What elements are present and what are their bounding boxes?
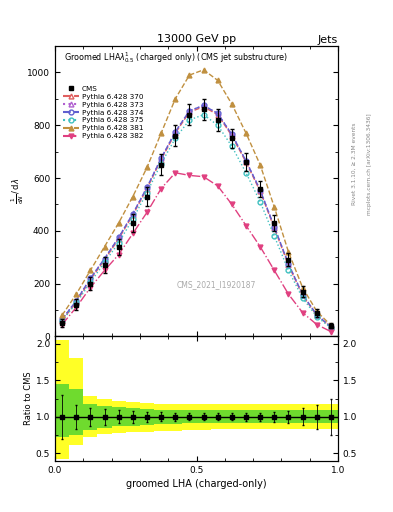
Text: Rivet 3.1.10, ≥ 2.3M events: Rivet 3.1.10, ≥ 2.3M events bbox=[352, 122, 357, 205]
X-axis label: groomed LHA (charged-only): groomed LHA (charged-only) bbox=[126, 479, 267, 489]
Text: mcplots.cern.ch [arXiv:1306.3436]: mcplots.cern.ch [arXiv:1306.3436] bbox=[367, 113, 373, 215]
Y-axis label: Ratio to CMS: Ratio to CMS bbox=[24, 372, 33, 425]
Y-axis label: $\frac{1}{\mathrm{d}N}\,/\,\mathrm{d}\lambda$: $\frac{1}{\mathrm{d}N}\,/\,\mathrm{d}\la… bbox=[9, 178, 26, 204]
Text: CMS_2021_I1920187: CMS_2021_I1920187 bbox=[176, 280, 256, 289]
Title: 13000 GeV pp: 13000 GeV pp bbox=[157, 34, 236, 44]
Text: Groomed LHA$\lambda^{1}_{0.5}$ (charged only) (CMS jet substructure): Groomed LHA$\lambda^{1}_{0.5}$ (charged … bbox=[64, 51, 288, 66]
Text: Jets: Jets bbox=[318, 35, 338, 45]
Legend: CMS, Pythia 6.428 370, Pythia 6.428 373, Pythia 6.428 374, Pythia 6.428 375, Pyt: CMS, Pythia 6.428 370, Pythia 6.428 373,… bbox=[61, 84, 145, 141]
